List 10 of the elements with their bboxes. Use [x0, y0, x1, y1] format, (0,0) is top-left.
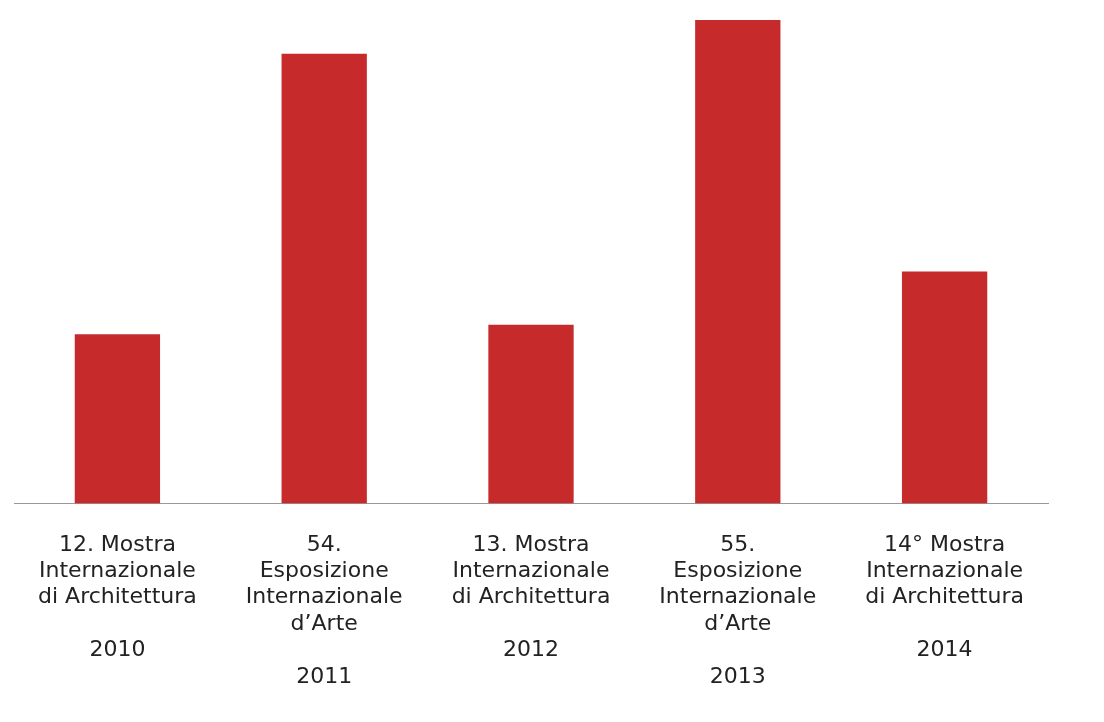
- bar: [901, 271, 988, 504]
- category-label: 13. Mostra Internazionale di Architettura 2012: [451, 530, 611, 662]
- bar: [488, 324, 574, 504]
- bar: [695, 20, 781, 504]
- bar: [281, 53, 367, 504]
- bar: [74, 334, 161, 504]
- category-label: 14° Mostra Internazionale di Architettura 2014: [865, 530, 1024, 662]
- category-label: 54. Esposizione Internazionale d’Arte 2011: [245, 530, 403, 688]
- category-label: 55. Esposizione Internazionale d’Arte 2013: [659, 530, 817, 688]
- category-label: 12. Mostra Internazionale di Architettura 2010: [38, 530, 197, 662]
